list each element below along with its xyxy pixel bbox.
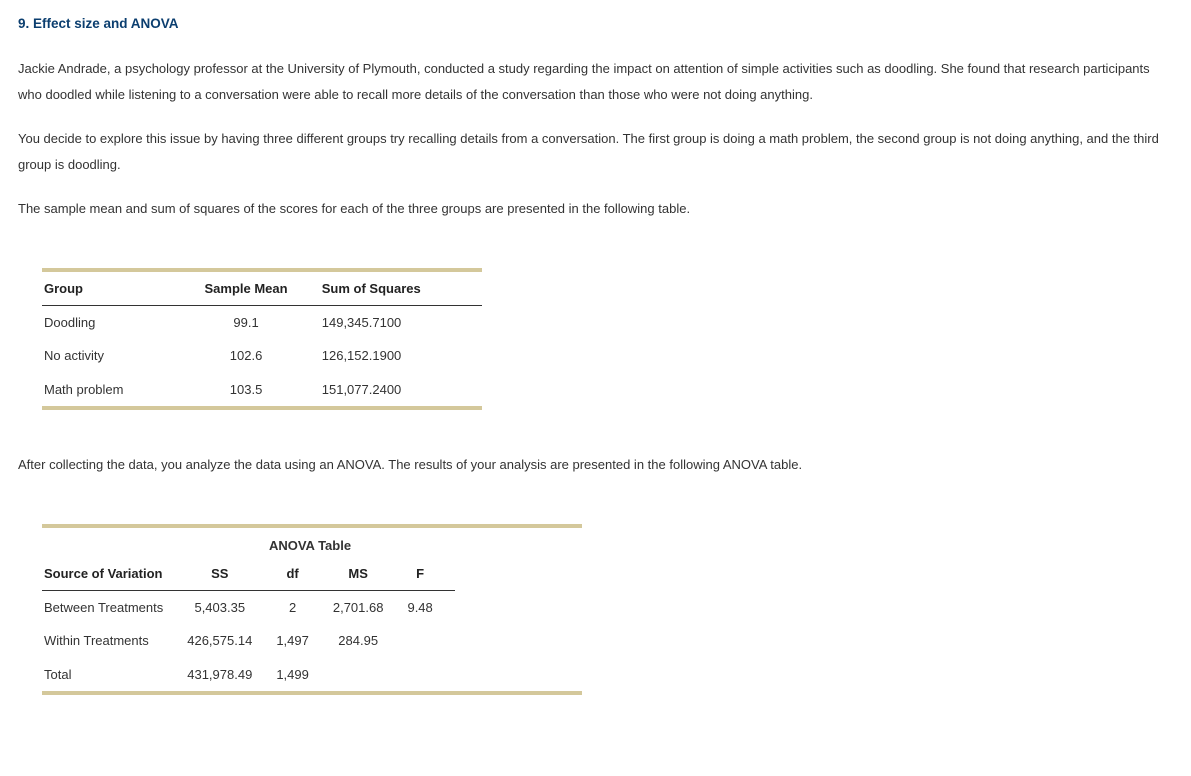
table-row: Doodling 99.1 149,345.7100 [42, 305, 482, 339]
col-ss: SS [185, 557, 274, 590]
cell [405, 658, 454, 692]
cell: 102.6 [184, 339, 319, 373]
col-df: df [274, 557, 331, 590]
table-row: Math problem 103.5 151,077.2400 [42, 373, 482, 407]
col-mean: Sample Mean [184, 272, 319, 305]
cell: 151,077.2400 [320, 373, 482, 407]
cell: 2 [274, 590, 331, 624]
cell: 2,701.68 [331, 590, 406, 624]
col-source: Source of Variation [42, 557, 185, 590]
table-row: Total 431,978.49 1,499 [42, 658, 455, 692]
table-bottom-rule [42, 691, 582, 695]
spacer [42, 528, 185, 558]
table-row: Between Treatments 5,403.35 2 2,701.68 9… [42, 590, 455, 624]
anova-table: ANOVA Table Source of Variation SS df MS… [42, 524, 582, 696]
cell: 284.95 [331, 624, 406, 658]
cell: Between Treatments [42, 590, 185, 624]
anova-title: ANOVA Table [185, 528, 455, 558]
cell [405, 624, 454, 658]
col-f: F [405, 557, 454, 590]
cell: 5,403.35 [185, 590, 274, 624]
cell: No activity [42, 339, 184, 373]
cell: 103.5 [184, 373, 319, 407]
cell: 426,575.14 [185, 624, 274, 658]
table-row: No activity 102.6 126,152.1900 [42, 339, 482, 373]
col-group: Group [42, 272, 184, 305]
table-header-row: Source of Variation SS df MS F [42, 557, 455, 590]
cell: 431,978.49 [185, 658, 274, 692]
cell: Total [42, 658, 185, 692]
paragraph-1: Jackie Andrade, a psychology professor a… [18, 56, 1173, 108]
cell: 149,345.7100 [320, 305, 482, 339]
cell: 1,497 [274, 624, 331, 658]
group-stats-table: Group Sample Mean Sum of Squares Doodlin… [42, 268, 482, 410]
col-ss: Sum of Squares [320, 272, 482, 305]
cell: 126,152.1900 [320, 339, 482, 373]
paragraph-4: After collecting the data, you analyze t… [18, 452, 1173, 478]
col-ms: MS [331, 557, 406, 590]
cell: Doodling [42, 305, 184, 339]
table-header-row: Group Sample Mean Sum of Squares [42, 272, 482, 305]
cell: Within Treatments [42, 624, 185, 658]
table-bottom-rule [42, 406, 482, 410]
paragraph-2: You decide to explore this issue by havi… [18, 126, 1173, 178]
cell: Math problem [42, 373, 184, 407]
paragraph-3: The sample mean and sum of squares of th… [18, 196, 1173, 222]
cell: 1,499 [274, 658, 331, 692]
cell: 99.1 [184, 305, 319, 339]
cell: 9.48 [405, 590, 454, 624]
table-row: Within Treatments 426,575.14 1,497 284.9… [42, 624, 455, 658]
cell [331, 658, 406, 692]
section-heading: 9. Effect size and ANOVA [18, 14, 1173, 34]
